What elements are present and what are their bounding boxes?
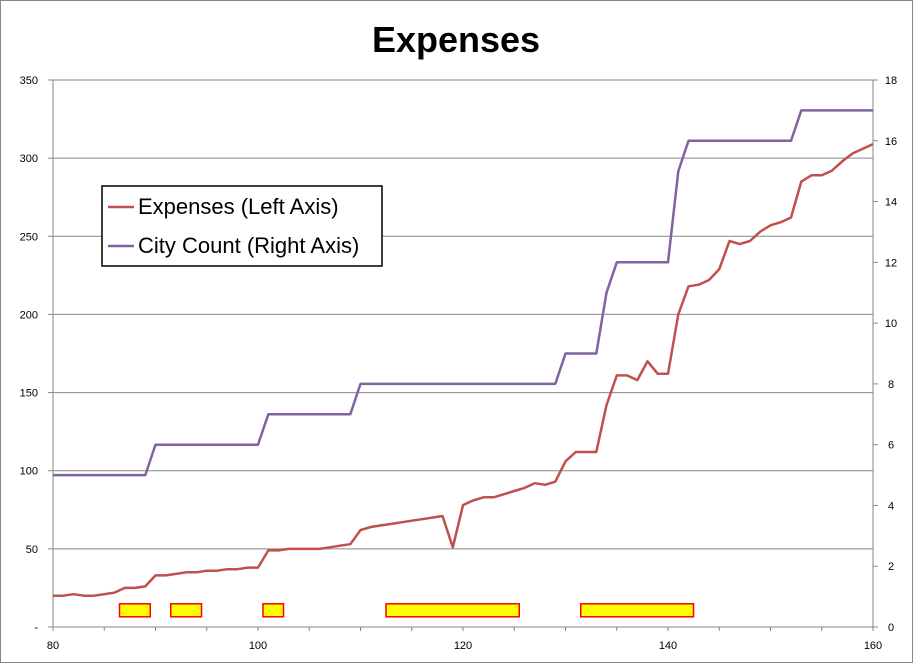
chart-title: Expenses (372, 19, 540, 60)
y-left-tick-label: 150 (20, 388, 38, 400)
y-right-tick-label: 2 (888, 561, 894, 573)
x-tick-label: 160 (864, 640, 882, 652)
y-right-tick-label: 10 (885, 318, 897, 330)
y-left-tick-label: 300 (20, 153, 38, 165)
legend-label-city-count: City Count (Right Axis) (138, 233, 359, 258)
x-tick-label: 140 (659, 640, 677, 652)
y-left-tick-label: 50 (26, 544, 38, 556)
y-right-tick-label: 4 (888, 500, 894, 512)
y-right-tick-label: 12 (885, 257, 897, 269)
highlight-bar (262, 603, 285, 618)
city-count-series-line (53, 109, 873, 477)
x-tick-label: 120 (454, 640, 472, 652)
y-right-tick-label: 14 (885, 197, 897, 209)
highlight-bar (385, 603, 520, 618)
x-tick-label: 100 (249, 640, 267, 652)
legend-box (101, 185, 383, 267)
y-left-tick-label: 100 (20, 466, 38, 478)
highlight-bar (170, 603, 203, 618)
highlight-bar (118, 603, 151, 618)
expenses-series-line (53, 142, 874, 597)
legend-label-expenses: Expenses (Left Axis) (138, 194, 339, 219)
y-right-tick-label: 0 (888, 622, 894, 634)
y-right-tick-label: 18 (885, 75, 897, 87)
highlight-bar (580, 603, 695, 618)
y-left-tick-label: - (34, 622, 38, 634)
y-left-tick-label: 350 (20, 75, 38, 87)
y-right-tick-label: 16 (885, 136, 897, 148)
y-left-tick-label: 250 (20, 231, 38, 243)
y-right-tick-label: 8 (888, 379, 894, 391)
x-tick-label: 80 (47, 640, 59, 652)
y-left-tick-label: 200 (20, 309, 38, 321)
y-right-tick-label: 6 (888, 440, 894, 452)
